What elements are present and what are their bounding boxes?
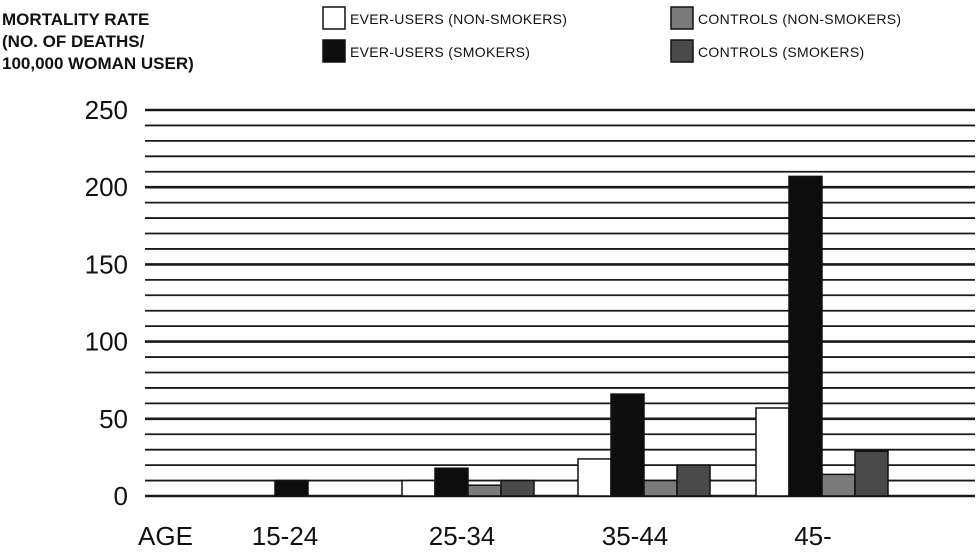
gridlines xyxy=(145,108,975,498)
bar xyxy=(577,458,612,497)
y-tick-label: 250 xyxy=(85,95,128,125)
y-tick-label: 100 xyxy=(85,327,128,357)
y-axis-title-line-2: (NO. OF DEATHS/ xyxy=(2,32,145,51)
bar xyxy=(788,175,823,497)
y-tick-label: 50 xyxy=(99,404,128,434)
y-axis-title-line-1: MORTALITY RATE xyxy=(2,10,149,29)
y-tick-label: 200 xyxy=(85,172,128,202)
y-tick-label: 0 xyxy=(114,481,128,511)
bar xyxy=(467,484,502,497)
bar xyxy=(854,450,889,497)
legend-swatch xyxy=(670,6,694,30)
legend-swatch xyxy=(670,39,694,63)
x-axis-ticks: AGE 15-24 25-34 35-44 45- xyxy=(138,521,832,551)
x-tick-label: 45- xyxy=(794,521,832,551)
bar xyxy=(500,479,535,497)
bar xyxy=(643,479,678,497)
bar xyxy=(274,479,309,497)
bar xyxy=(401,479,436,497)
bar xyxy=(755,407,790,497)
legend: EVER-USERS (NON-SMOKERS) EVER-USERS (SMOK… xyxy=(322,6,901,63)
x-tick-label: 15-24 xyxy=(252,521,319,551)
legend-swatch xyxy=(322,39,346,63)
bar xyxy=(434,467,469,497)
bars xyxy=(274,175,889,497)
x-tick-label: 35-44 xyxy=(602,521,669,551)
x-axis-title: AGE xyxy=(138,521,193,551)
legend-label: EVER-USERS (SMOKERS) xyxy=(350,44,530,60)
bar xyxy=(676,464,711,497)
y-axis-ticks: 0 50 100 150 200 250 xyxy=(85,95,128,511)
y-tick-label: 150 xyxy=(85,249,128,279)
y-axis-title: MORTALITY RATE (NO. OF DEATHS/ 100,000 W… xyxy=(2,10,194,73)
y-axis-title-line-3: 100,000 WOMAN USER) xyxy=(2,54,194,73)
bar xyxy=(610,393,645,497)
x-tick-label: 25-34 xyxy=(429,521,496,551)
legend-label: CONTROLS (NON-SMOKERS) xyxy=(698,11,901,27)
legend-label: CONTROLS (SMOKERS) xyxy=(698,44,864,60)
legend-label: EVER-USERS (NON-SMOKERS) xyxy=(350,11,567,27)
bar xyxy=(821,473,856,497)
legend-swatch xyxy=(322,6,346,30)
